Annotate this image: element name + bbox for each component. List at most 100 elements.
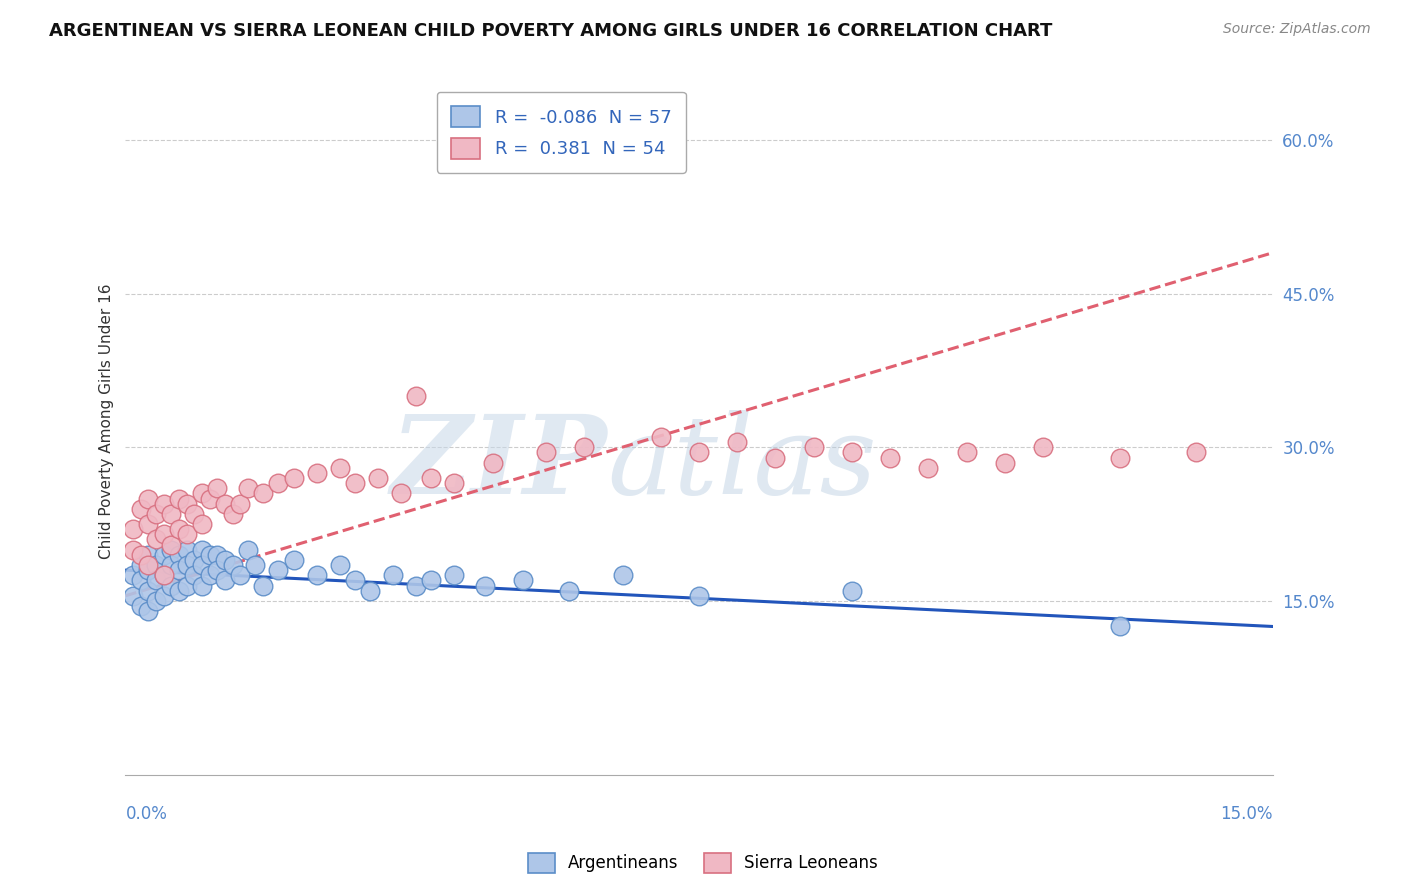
Point <box>145 533 167 547</box>
Point <box>574 440 596 454</box>
Point <box>1108 619 1130 633</box>
Point <box>152 548 174 562</box>
Point <box>145 574 167 588</box>
Point <box>221 507 243 521</box>
Point <box>138 548 160 562</box>
Point <box>122 589 145 603</box>
Point <box>236 542 259 557</box>
Point <box>176 497 198 511</box>
Point <box>129 599 152 613</box>
Point <box>191 517 214 532</box>
Point <box>688 445 710 459</box>
Point <box>252 578 274 592</box>
Point <box>207 563 229 577</box>
Point <box>191 542 214 557</box>
Point <box>917 460 939 475</box>
Point <box>191 486 214 500</box>
Point <box>183 568 205 582</box>
Point <box>160 558 183 572</box>
Point <box>405 389 427 403</box>
Point <box>152 568 174 582</box>
Point <box>122 568 145 582</box>
Point <box>221 558 243 572</box>
Point <box>207 481 229 495</box>
Point <box>382 568 405 582</box>
Point <box>198 568 221 582</box>
Point <box>167 583 190 598</box>
Text: Source: ZipAtlas.com: Source: ZipAtlas.com <box>1223 22 1371 37</box>
Point <box>765 450 787 465</box>
Point <box>283 471 305 485</box>
Point <box>443 476 465 491</box>
Point <box>420 471 443 485</box>
Point <box>160 538 183 552</box>
Point <box>214 553 236 567</box>
Legend: Argentineans, Sierra Leoneans: Argentineans, Sierra Leoneans <box>522 847 884 880</box>
Point <box>267 563 290 577</box>
Point <box>245 558 267 572</box>
Point <box>122 522 145 536</box>
Point <box>138 491 160 506</box>
Point <box>1108 450 1130 465</box>
Point <box>198 548 221 562</box>
Text: ARGENTINEAN VS SIERRA LEONEAN CHILD POVERTY AMONG GIRLS UNDER 16 CORRELATION CHA: ARGENTINEAN VS SIERRA LEONEAN CHILD POVE… <box>49 22 1053 40</box>
Point <box>558 583 581 598</box>
Point <box>329 558 352 572</box>
Point <box>252 486 274 500</box>
Point <box>229 497 252 511</box>
Point <box>167 548 190 562</box>
Point <box>198 491 221 506</box>
Point <box>138 563 160 577</box>
Point <box>152 527 174 541</box>
Point <box>129 558 152 572</box>
Point <box>138 517 160 532</box>
Point <box>343 574 366 588</box>
Point <box>152 589 174 603</box>
Point <box>879 450 901 465</box>
Point <box>176 578 198 592</box>
Point <box>152 568 174 582</box>
Point <box>994 456 1017 470</box>
Point <box>160 542 183 557</box>
Point <box>145 507 167 521</box>
Point <box>1032 440 1054 454</box>
Point <box>443 568 465 582</box>
Point <box>612 568 634 582</box>
Legend: R =  -0.086  N = 57, R =  0.381  N = 54: R = -0.086 N = 57, R = 0.381 N = 54 <box>437 92 686 173</box>
Point <box>176 527 198 541</box>
Point <box>1185 445 1208 459</box>
Point <box>191 578 214 592</box>
Point <box>183 507 205 521</box>
Point <box>122 542 145 557</box>
Point <box>474 578 496 592</box>
Point <box>283 553 305 567</box>
Point <box>183 553 205 567</box>
Point <box>236 481 259 495</box>
Y-axis label: Child Poverty Among Girls Under 16: Child Poverty Among Girls Under 16 <box>100 284 114 559</box>
Text: 0.0%: 0.0% <box>125 805 167 823</box>
Point <box>176 542 198 557</box>
Text: ZIP: ZIP <box>391 410 607 518</box>
Point <box>167 563 190 577</box>
Point <box>534 445 557 459</box>
Point <box>343 476 366 491</box>
Point <box>725 435 748 450</box>
Point <box>267 476 290 491</box>
Text: 15.0%: 15.0% <box>1220 805 1272 823</box>
Point <box>512 574 534 588</box>
Point <box>359 583 381 598</box>
Point <box>214 497 236 511</box>
Point <box>152 497 174 511</box>
Point <box>367 471 389 485</box>
Point <box>167 491 190 506</box>
Point <box>160 578 183 592</box>
Point <box>305 466 328 480</box>
Point <box>145 594 167 608</box>
Point <box>167 522 190 536</box>
Point <box>145 558 167 572</box>
Point <box>129 574 152 588</box>
Point <box>129 501 152 516</box>
Point <box>956 445 979 459</box>
Point <box>420 574 443 588</box>
Point <box>214 574 236 588</box>
